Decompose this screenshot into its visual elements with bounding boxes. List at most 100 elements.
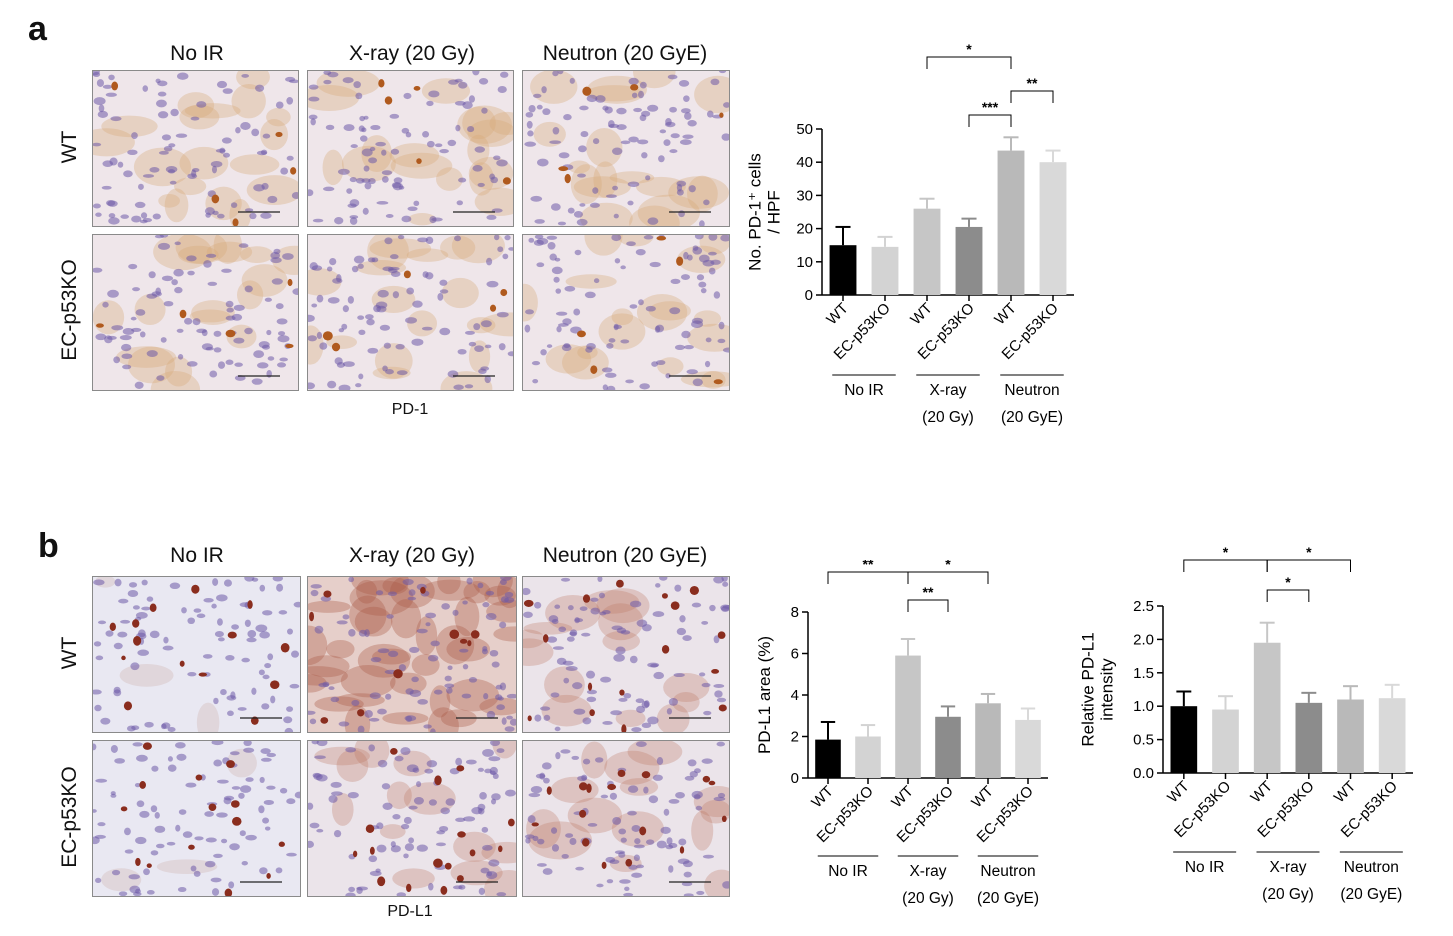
bar	[935, 716, 961, 778]
group-label: (20 GyE)	[1001, 409, 1063, 426]
group-label: No IR	[828, 863, 868, 880]
micrograph-a-ko-noir	[92, 234, 299, 391]
significance-bracket	[926, 56, 1012, 69]
significance-label: ***	[982, 99, 999, 115]
significance-bracket	[827, 571, 909, 584]
row-header-ko: EC-p53KO	[58, 259, 81, 361]
group-label: X-ray	[929, 382, 966, 399]
group-label: (20 GyE)	[1340, 886, 1402, 903]
group-label: (20 Gy)	[922, 409, 974, 426]
x-tick-label: WT	[1331, 778, 1360, 807]
bar	[895, 655, 921, 778]
group-label: X-ray	[1269, 859, 1306, 876]
bar	[829, 245, 857, 295]
column-header-no-ir: No IR	[170, 42, 224, 65]
column-header-neutron-b: Neutron (20 GyE)	[542, 544, 708, 567]
group-label: X-ray	[909, 863, 946, 880]
bar	[1295, 702, 1323, 773]
micrograph-b-wt-noir	[92, 576, 301, 733]
chart-pdl1-area: 0 2 4 6 8 PD-L1 area (%) WT EC-p53KO WT EC-p53KO W…	[740, 556, 1070, 925]
micrograph-b-wt-neutron	[522, 576, 730, 733]
x-tick-label: WT	[1164, 778, 1193, 807]
significance-bracket	[1266, 559, 1351, 572]
y-tick-label: 6	[791, 646, 799, 663]
y-tick-label: 30	[796, 187, 813, 204]
significance-label: **	[863, 560, 874, 572]
y-tick-label: 20	[796, 221, 813, 238]
y-tick-label: 2	[791, 729, 799, 746]
micrograph-b-ko-neutron	[522, 740, 730, 897]
significance-bracket	[907, 571, 989, 584]
micrograph-a-wt-xray	[307, 70, 514, 227]
group-label: Neutron	[1004, 382, 1059, 399]
y-tick-label: 40	[796, 154, 813, 171]
group-label: No IR	[844, 382, 884, 399]
bar	[1170, 706, 1198, 773]
micrograph-b-ko-xray	[307, 740, 517, 897]
bar	[1212, 709, 1239, 773]
significance-label: *	[1285, 574, 1291, 590]
x-tick-label: WT	[968, 783, 997, 812]
y-tick-label: 8	[791, 604, 799, 621]
x-tick-label: WT	[808, 783, 837, 812]
x-tick-label: WT	[991, 300, 1020, 329]
column-header-no-ir-b: No IR	[170, 544, 224, 567]
y-axis-label: No. PD-1⁺ cells	[746, 153, 765, 271]
significance-label: **	[1027, 75, 1038, 91]
significance-label: *	[945, 560, 951, 572]
x-tick-label: WT	[823, 300, 852, 329]
micrograph-b-ko-noir	[92, 740, 301, 897]
group-label: Neutron	[980, 863, 1035, 880]
bar	[871, 246, 899, 295]
chart-pd1-cells: 0 10 20 30 40 50 No. PD-1⁺ cells / HPF WT EC-p53K…	[740, 35, 1100, 440]
bar	[997, 150, 1025, 295]
y-axis-label: / HPF	[765, 190, 784, 233]
significance-bracket	[1010, 90, 1054, 103]
y-axis-label: intensity	[1098, 658, 1117, 721]
column-header-xray-b: X-ray (20 Gy)	[348, 544, 476, 567]
y-tick-label: 10	[796, 254, 813, 271]
bar	[855, 736, 881, 778]
bar	[815, 739, 841, 778]
significance-bracket	[1266, 589, 1310, 602]
y-tick-label: 0.0	[1133, 765, 1154, 782]
y-tick-label: 50	[796, 121, 813, 138]
y-tick-label: 1.0	[1133, 698, 1154, 715]
y-tick-label: 4	[791, 687, 799, 704]
y-tick-label: 2.0	[1133, 631, 1154, 648]
micrograph-a-ko-xray	[307, 234, 514, 391]
y-tick-label: 2.5	[1133, 598, 1154, 615]
micrograph-a-wt-noir	[92, 70, 299, 227]
significance-bracket	[968, 114, 1012, 127]
y-axis-label: PD-L1 area (%)	[755, 636, 774, 754]
significance-bracket	[907, 599, 949, 612]
micrograph-b-wt-xray	[307, 576, 517, 733]
bar	[1015, 719, 1041, 778]
bar	[913, 208, 941, 295]
y-tick-label: 0.5	[1133, 732, 1154, 749]
chart-pdl1-intensity: 0.0 0.5 1.0 1.5 2.0 2.5 Relative PD-L1 intensit…	[1075, 540, 1435, 925]
y-tick-label: 1.5	[1133, 665, 1154, 682]
panel-letter-b: b	[38, 527, 59, 565]
panel-letter-a: a	[28, 10, 47, 48]
bar	[1378, 698, 1406, 773]
x-tick-label: WT	[907, 300, 936, 329]
row-header-wt: WT	[58, 130, 81, 164]
group-label: No IR	[1185, 859, 1225, 876]
group-label: (20 Gy)	[902, 890, 954, 907]
group-label: (20 Gy)	[1262, 886, 1314, 903]
row-header-wt-b: WT	[58, 636, 81, 670]
bar	[1039, 162, 1067, 295]
significance-bracket	[1183, 559, 1268, 572]
significance-label: *	[1223, 544, 1229, 560]
x-tick-label: WT	[1247, 778, 1276, 807]
significance-label: *	[1306, 544, 1312, 560]
micrograph-a-ko-neutron	[522, 234, 730, 391]
y-axis-label: Relative PD-L1	[1079, 632, 1098, 746]
bar	[955, 226, 983, 295]
bar	[975, 703, 1001, 778]
bar	[1337, 699, 1364, 773]
significance-label: *	[966, 41, 972, 57]
y-tick-label: 0	[805, 287, 813, 304]
x-tick-label: WT	[888, 783, 917, 812]
